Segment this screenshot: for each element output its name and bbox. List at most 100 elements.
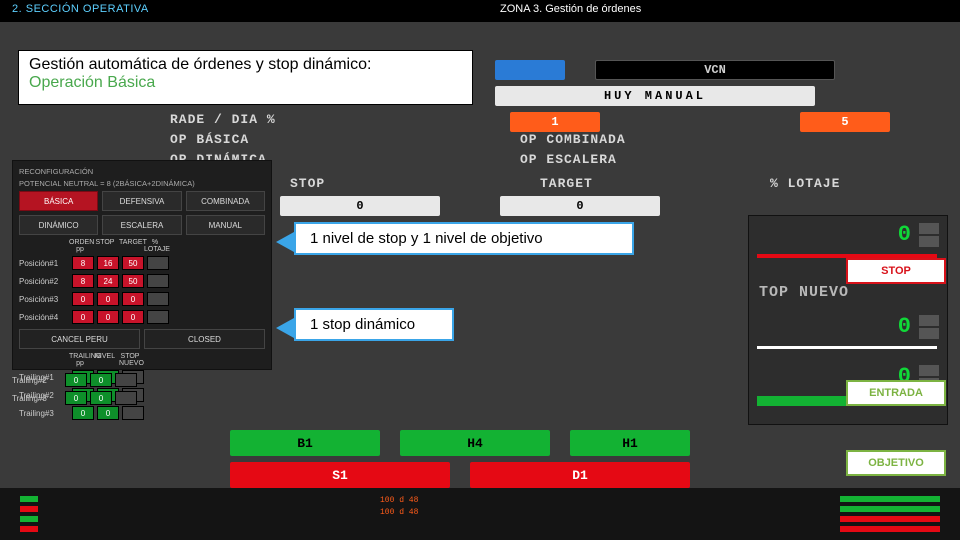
bigbar-d1[interactable]: D1	[470, 462, 690, 488]
pos1-c2[interactable]: 50	[122, 256, 144, 270]
bs-bar-g2	[840, 506, 940, 512]
tr3-c2[interactable]	[122, 406, 144, 420]
panel-trail-headers: TRAILING pp NIVEL STOP NUEVO	[69, 353, 265, 367]
btn-combinada[interactable]: COMBINADA	[186, 191, 265, 211]
pos1-label: Posición#1	[19, 259, 69, 268]
pos3-c1[interactable]: 0	[97, 292, 119, 306]
pos4-c0[interactable]: 0	[72, 310, 94, 324]
bg-label-opesc: OP ESCALERA	[520, 152, 617, 167]
hdr-trailing: TRAILING pp	[69, 353, 91, 367]
callout-2: 1 stop dinámico	[294, 308, 454, 341]
hdr-target: TARGET	[119, 239, 141, 253]
pos2-c0[interactable]: 8	[72, 274, 94, 288]
title-box: Gestión automática de órdenes y stop din…	[18, 50, 473, 105]
badge-entrada-text: ENTRADA	[869, 387, 923, 399]
bg-pill-orange-1-label: 1	[551, 115, 558, 129]
pos3-c2[interactable]: 0	[122, 292, 144, 306]
bigbar-h1-label: H1	[622, 436, 638, 451]
bg-pill-huy[interactable]: HUY MANUAL	[495, 86, 815, 106]
bigbar-b1-label: B1	[297, 436, 313, 451]
pos2-c1[interactable]: 24	[97, 274, 119, 288]
bg-val-target-label: 0	[576, 199, 583, 213]
ext-tr3-label: Trailing#3	[12, 394, 62, 403]
bs-orange-text-2: 100 d 48	[380, 508, 418, 517]
ext-tr3-c0[interactable]: 0	[65, 391, 87, 405]
btn-basica[interactable]: BÁSICA	[19, 191, 98, 211]
hdr-stop: STOP	[94, 239, 116, 253]
bs-bar-r1	[840, 516, 940, 522]
title-line1: Gestión automática de órdenes y stop din…	[29, 56, 462, 74]
panel-col-headers: ORDEN pp STOP TARGET % LOTAJE	[69, 239, 265, 253]
hdr-stopnuevo: STOP NUEVO	[119, 353, 141, 367]
btn-dinamico[interactable]: DINÁMICO	[19, 215, 98, 235]
badge-objetivo-text: OBJETIVO	[868, 457, 924, 469]
bg-label-rade: RADE / DIA %	[170, 112, 276, 127]
tr3-label: Trailing#3	[19, 409, 69, 418]
bs-dot-g1	[20, 496, 38, 502]
header-left-text: 2. SECCIÓN OPERATIVA	[12, 3, 149, 15]
ext-tr2-label: Trailing#2	[12, 376, 62, 385]
btn-manual[interactable]: MANUAL	[186, 215, 265, 235]
ext-tr3-c2[interactable]	[115, 391, 137, 405]
bg-hdr-stop: STOP	[290, 176, 325, 191]
rp-spinner-1[interactable]	[919, 222, 939, 248]
ext-tr2-c2[interactable]	[115, 373, 137, 387]
pos2-c2[interactable]: 50	[122, 274, 144, 288]
bg-row-3-pills: 1 5	[510, 112, 890, 132]
btn-cancel[interactable]: CANCEL PERU	[19, 329, 140, 349]
pos2-label: Posición#2	[19, 277, 69, 286]
tr3-c1[interactable]: 0	[97, 406, 119, 420]
bg-pill-orange-1[interactable]: 1	[510, 112, 600, 132]
bg-val-stop[interactable]: 0	[280, 196, 440, 216]
badge-stop-text: STOP	[881, 265, 911, 277]
bigbar-h4-label: H4	[467, 436, 483, 451]
bigbar-d1-label: D1	[572, 468, 588, 483]
ext-tr2-c1[interactable]: 0	[90, 373, 112, 387]
rp-whiteline	[757, 346, 937, 349]
badge-entrada: ENTRADA	[846, 380, 946, 406]
rp-spinner-2[interactable]	[919, 314, 939, 340]
bg-label-opcomb: OP COMBINADA	[520, 132, 626, 147]
bg-pill-orange-5-label: 5	[841, 115, 848, 129]
bs-bar-g1	[840, 496, 940, 502]
order-config-panel: RECONFIGURACIÓN POTENCIAL NEUTRAL = 8 (2…	[12, 160, 272, 370]
bigbar-b1[interactable]: B1	[230, 430, 380, 456]
pos2-c3[interactable]	[147, 274, 169, 288]
btn-defensiva[interactable]: DEFENSIVA	[102, 191, 181, 211]
bigbar-h4[interactable]: H4	[400, 430, 550, 456]
panel-sub-label: POTENCIAL NEUTRAL = 8 (2BÁSICA+2DINÁMICA…	[19, 179, 265, 188]
rp-num-1: 0	[898, 222, 911, 247]
pos4-label: Posición#4	[19, 313, 69, 322]
bg-val-target[interactable]: 0	[500, 196, 660, 216]
ext-tr2-c0[interactable]: 0	[65, 373, 87, 387]
pos3-c0[interactable]: 0	[72, 292, 94, 306]
bigbar-s1[interactable]: S1	[230, 462, 450, 488]
bg-hdr-lotaje: % LOTAJE	[770, 176, 840, 191]
bigbar-h1[interactable]: H1	[570, 430, 690, 456]
btn-closed[interactable]: CLOSED	[144, 329, 265, 349]
slide-header: 2. SECCIÓN OPERATIVA ZONA 3. Gestión de …	[0, 0, 960, 22]
panel-btnrow-1: BÁSICA DEFENSIVA COMBINADA	[19, 191, 265, 211]
bg-pill-vcn-label: VCN	[704, 63, 726, 77]
pos4-c3[interactable]	[147, 310, 169, 324]
badge-stop: STOP	[846, 258, 946, 284]
pos4-c1[interactable]: 0	[97, 310, 119, 324]
bg-pill-blue[interactable]	[495, 60, 565, 80]
bs-orange-text: 100 d 48	[380, 496, 418, 505]
bg-pill-orange-5[interactable]: 5	[800, 112, 890, 132]
position-row-2: Posición#282450	[19, 273, 265, 289]
pos1-c1[interactable]: 16	[97, 256, 119, 270]
pos1-c0[interactable]: 8	[72, 256, 94, 270]
pos4-c2[interactable]: 0	[122, 310, 144, 324]
panel-btnrow-3: CANCEL PERU CLOSED	[19, 329, 265, 349]
callout-2-arrow-icon	[276, 318, 294, 338]
btn-escalera[interactable]: ESCALERA	[102, 215, 181, 235]
pos3-c3[interactable]	[147, 292, 169, 306]
bg-val-stop-label: 0	[356, 199, 363, 213]
tr3-c0[interactable]: 0	[72, 406, 94, 420]
pos1-c3[interactable]	[147, 256, 169, 270]
ext-tr3-c1[interactable]: 0	[90, 391, 112, 405]
callout-2-text: 1 stop dinámico	[310, 316, 415, 333]
callout-1: 1 nivel de stop y 1 nivel de objetivo	[294, 222, 634, 255]
bg-pill-vcn[interactable]: VCN	[595, 60, 835, 80]
